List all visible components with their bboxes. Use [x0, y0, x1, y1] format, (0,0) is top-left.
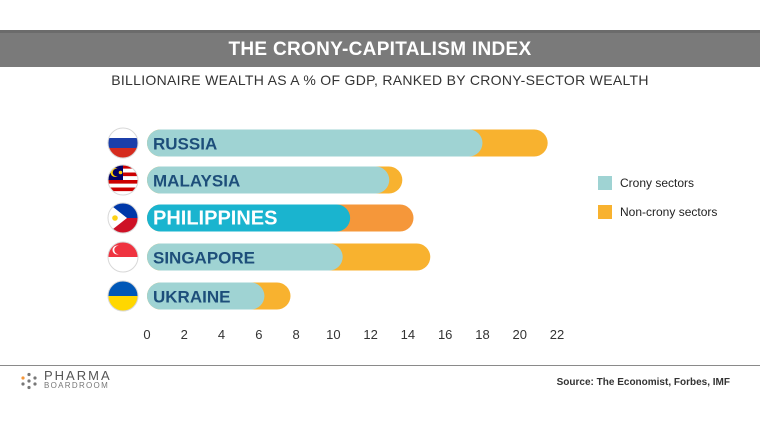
x-axis: 0 2 4 6 8 10 12 14 16 18 20 22: [143, 312, 564, 342]
top-rule: [0, 30, 760, 33]
x-tick-label: 12: [363, 327, 377, 342]
noncrony-swatch: [598, 205, 612, 219]
bar-crony-russia: [147, 129, 483, 157]
flag-outline: [107, 280, 139, 312]
flag-outline: [107, 127, 139, 159]
bar-label-russia: RUSSIA: [153, 135, 217, 154]
x-tick-label: 20: [512, 327, 526, 342]
bar-label-ukraine: UKRAINE: [153, 288, 230, 307]
philippines-flag-icon: [108, 203, 138, 233]
ukraine-flag-icon: [108, 281, 138, 311]
x-tick-label: 14: [401, 327, 415, 342]
logo-main-text: PHARMA: [44, 368, 112, 383]
bar-label-philippines: PHILIPPINES: [153, 208, 277, 230]
singapore-flag-icon: [108, 242, 138, 272]
x-tick-label: 2: [181, 327, 188, 342]
flag-outline: [107, 202, 139, 234]
flag-outline: [107, 164, 139, 196]
logo-sub-text: BOARDROOM: [44, 381, 110, 390]
x-tick-label: 0: [143, 327, 150, 342]
logo-dots-icon: [21, 372, 37, 390]
legend-label-crony: Crony sectors: [620, 176, 695, 190]
bar-label-malaysia: MALAYSIA: [153, 172, 240, 191]
crony-swatch: [598, 176, 612, 190]
legend-item-crony: Crony sectors: [598, 176, 717, 190]
flags-group: [107, 127, 139, 312]
bar-crony-singapore: [147, 243, 343, 271]
legend-item-noncrony: Non-crony sectors: [598, 205, 717, 219]
x-tick-label: 4: [218, 327, 225, 342]
x-tick-label: 18: [475, 327, 489, 342]
chart-title: THE CRONY-CAPITALISM INDEX: [228, 39, 532, 60]
chart-subtitle: BILLIONAIRE WEALTH AS A % OF GDP, RANKED…: [111, 72, 649, 88]
bar-crony-malaysia: [147, 166, 390, 194]
bar-label-singapore: SINGAPORE: [153, 249, 255, 268]
source-note: Source: The Economist, Forbes, IMF: [556, 377, 730, 388]
x-tick-label: 8: [292, 327, 299, 342]
russia-flag-icon: [108, 128, 138, 158]
malaysia-flag-icon: [108, 165, 138, 195]
x-tick-label: 6: [255, 327, 262, 342]
flag-outline: [107, 241, 139, 273]
x-tick-label: 10: [326, 327, 340, 342]
legend: Crony sectors Non-crony sectors: [598, 176, 717, 234]
title-band: THE CRONY-CAPITALISM INDEX: [0, 33, 760, 67]
bars-group: RUSSIA MALAYSIA PHILIPPINES SINGAPORE UKRAIN…: [147, 129, 548, 310]
legend-label-noncrony: Non-crony sectors: [620, 205, 718, 219]
bottom-rule: [0, 365, 760, 366]
bar-crony-philippines: [147, 204, 351, 232]
x-tick-label: 16: [438, 327, 452, 342]
pharmaboardroom-logo: PHARMA BOARDROOM: [20, 368, 112, 391]
x-tick-label: 22: [550, 327, 564, 342]
bar-crony-ukraine: [147, 282, 265, 310]
